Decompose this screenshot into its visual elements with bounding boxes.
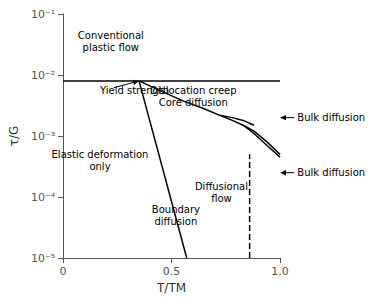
svg-text:Bulk diffusion: Bulk diffusion bbox=[297, 112, 365, 123]
svg-text:Diffusional: Diffusional bbox=[195, 181, 248, 192]
svg-text:10⁻²: 10⁻² bbox=[31, 69, 55, 82]
svg-text:Yield strength: Yield strength bbox=[100, 85, 170, 97]
svg-text:0.5: 0.5 bbox=[163, 265, 181, 278]
svg-text:10⁻³: 10⁻³ bbox=[31, 130, 55, 143]
svg-text:Core diffusion: Core diffusion bbox=[159, 97, 228, 108]
svg-text:only: only bbox=[89, 161, 110, 172]
svg-text:1.0: 1.0 bbox=[271, 265, 289, 278]
svg-text:Bulk diffusion: Bulk diffusion bbox=[297, 167, 365, 178]
svg-text:Conventional: Conventional bbox=[78, 30, 144, 41]
svg-text:10⁻¹: 10⁻¹ bbox=[31, 8, 55, 21]
svg-text:Elastic deformation: Elastic deformation bbox=[52, 149, 149, 160]
svg-text:10⁻⁴: 10⁻⁴ bbox=[31, 191, 56, 204]
svg-text:10⁻⁵: 10⁻⁵ bbox=[31, 252, 55, 265]
svg-text:Boundary: Boundary bbox=[152, 204, 200, 215]
svg-text:0: 0 bbox=[60, 265, 67, 278]
svg-text:plastic flow: plastic flow bbox=[83, 42, 139, 53]
svg-text:flow: flow bbox=[211, 193, 232, 204]
svg-text:T/TM: T/TM bbox=[156, 281, 186, 295]
svg-text:τ/G: τ/G bbox=[7, 126, 21, 147]
svg-text:diffusion: diffusion bbox=[154, 216, 197, 227]
svg-text:Dislocation creep: Dislocation creep bbox=[150, 85, 237, 96]
